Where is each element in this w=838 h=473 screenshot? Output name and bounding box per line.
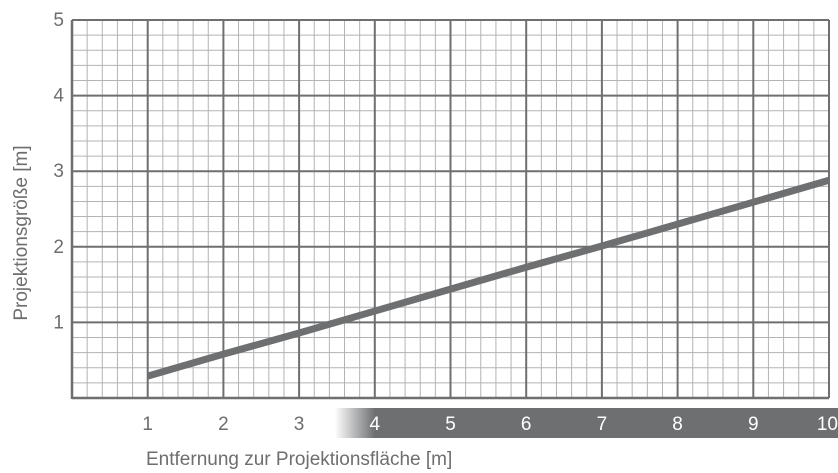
x-tick-label: 4 [370, 414, 381, 435]
y-tick-label: 1 [53, 312, 64, 333]
x-tick-label: 1 [142, 414, 153, 435]
x-tick-label: 6 [521, 414, 532, 435]
y-tick-label: 5 [53, 10, 64, 31]
x-tick-label: 8 [672, 414, 683, 435]
x-tick-label: 10 [817, 414, 838, 435]
y-tick-label: 2 [53, 237, 64, 258]
x-tick-label: 3 [294, 414, 305, 435]
x-tick-label: 9 [748, 414, 759, 435]
y-axis-label: Projektionsgröße [m] [11, 145, 32, 320]
y-tick-label: 4 [53, 86, 64, 107]
x-tick-label: 7 [597, 414, 608, 435]
series-line [146, 176, 830, 380]
y-tick-label: 3 [53, 161, 64, 182]
x-tick-label: 2 [218, 414, 229, 435]
x-tick-label: 5 [445, 414, 456, 435]
x-axis-highlight-band [334, 408, 838, 438]
x-axis-label: Entfernung zur Projektionsfläche [m] [146, 449, 452, 470]
